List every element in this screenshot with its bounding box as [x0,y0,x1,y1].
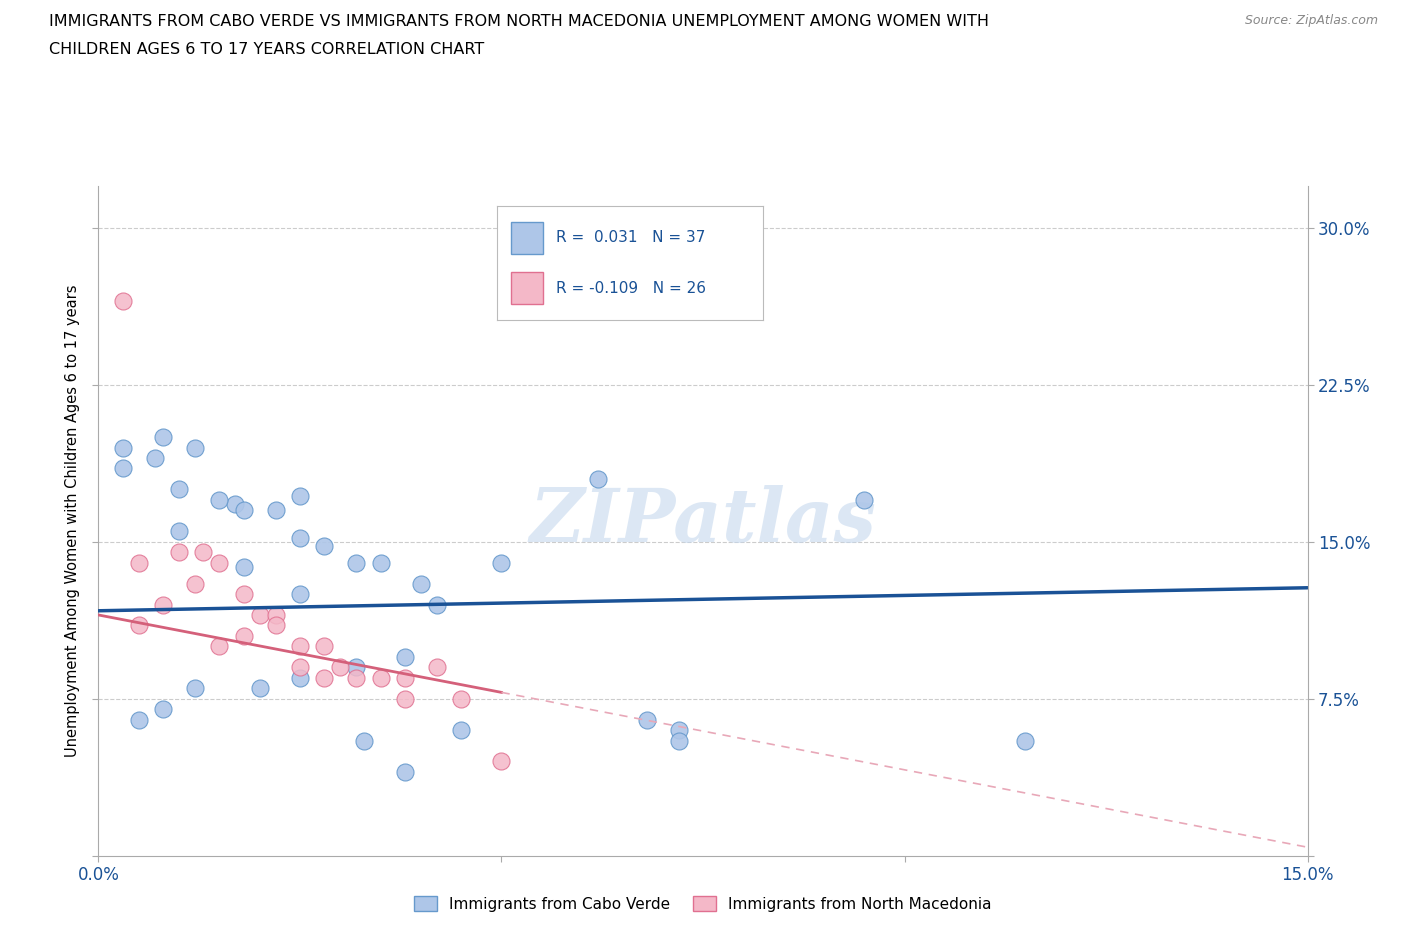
Point [224,497,246,512]
Text: R = -0.109   N = 26: R = -0.109 N = 26 [555,281,706,296]
Point [394,671,416,685]
Point [111,294,134,309]
Point [329,660,352,675]
FancyBboxPatch shape [510,222,543,254]
Point [152,430,174,445]
Point [668,733,690,748]
Point [249,607,271,622]
Point [264,607,287,622]
Point [491,555,513,570]
Point [426,597,449,612]
Point [353,733,375,748]
Point [370,555,392,570]
Point [111,461,134,476]
Point [314,639,336,654]
Text: Source: ZipAtlas.com: Source: ZipAtlas.com [1244,14,1378,27]
Point [111,440,134,455]
Text: CHILDREN AGES 6 TO 17 YEARS CORRELATION CHART: CHILDREN AGES 6 TO 17 YEARS CORRELATION … [49,42,485,57]
Point [208,555,231,570]
Legend: Immigrants from Cabo Verde, Immigrants from North Macedonia: Immigrants from Cabo Verde, Immigrants f… [408,889,998,918]
Point [128,712,150,727]
FancyBboxPatch shape [510,272,543,304]
Text: R =  0.031   N = 37: R = 0.031 N = 37 [555,231,706,246]
Point [853,493,876,508]
Point [288,587,311,602]
Point [152,597,174,612]
Point [184,681,207,696]
Point [167,545,190,560]
Point [394,649,416,664]
Point [184,440,207,455]
Point [232,560,254,575]
Point [409,577,432,591]
Point [586,472,609,486]
Point [208,639,231,654]
Point [288,671,311,685]
Point [394,691,416,706]
Y-axis label: Unemployment Among Women with Children Ages 6 to 17 years: Unemployment Among Women with Children A… [65,285,80,757]
Point [128,555,150,570]
Point [264,503,287,518]
Point [668,723,690,737]
Point [344,671,367,685]
Point [288,488,311,503]
Point [450,691,472,706]
Point [426,660,449,675]
Point [232,587,254,602]
Text: IMMIGRANTS FROM CABO VERDE VS IMMIGRANTS FROM NORTH MACEDONIA UNEMPLOYMENT AMONG: IMMIGRANTS FROM CABO VERDE VS IMMIGRANTS… [49,14,990,29]
Point [232,503,254,518]
Point [636,712,658,727]
Point [184,577,207,591]
Point [249,681,271,696]
Point [232,629,254,644]
Point [208,493,231,508]
Point [314,538,336,553]
Text: ZIPatlas: ZIPatlas [530,485,876,557]
Point [344,555,367,570]
Point [288,639,311,654]
Point [1014,733,1036,748]
Point [314,671,336,685]
Point [167,482,190,497]
Point [394,764,416,779]
Point [167,524,190,538]
Point [370,671,392,685]
Point [152,702,174,717]
Point [288,530,311,545]
Point [193,545,215,560]
Point [491,754,513,769]
Point [143,451,166,466]
Point [288,660,311,675]
Point [128,618,150,633]
Point [264,618,287,633]
Point [344,660,367,675]
Point [450,723,472,737]
